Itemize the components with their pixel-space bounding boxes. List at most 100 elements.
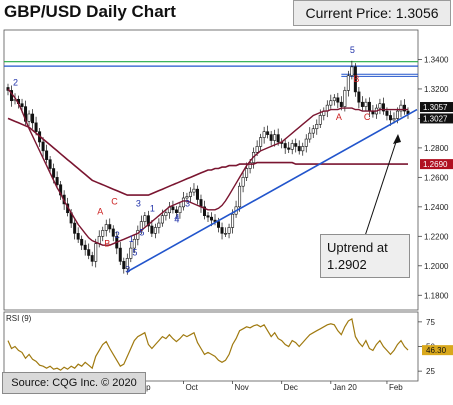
candle-body	[122, 261, 126, 270]
y-tick-label: 1.2800	[424, 144, 449, 153]
candle-body	[150, 225, 154, 234]
moving-average-short	[7, 88, 408, 246]
rsi-title: RSI (9)	[6, 314, 32, 323]
y-tick-label: 1.3200	[424, 85, 449, 94]
candle-body	[350, 66, 354, 76]
candle-body	[192, 188, 196, 193]
x-tick-label: Dec	[284, 383, 298, 392]
candle-body	[311, 128, 315, 134]
y-tick-label: 1.2000	[424, 262, 449, 271]
price-marker-label: 1.3057	[423, 103, 448, 112]
candle-body	[45, 150, 49, 160]
candle-body	[164, 212, 168, 216]
rsi-line	[7, 317, 409, 371]
candle-body	[269, 134, 273, 141]
candle-body	[76, 233, 80, 240]
callout-line-2: 1.2902	[327, 257, 367, 272]
page-title: GBP/USD Daily Chart	[4, 2, 176, 21]
rsi-value-box	[422, 345, 453, 356]
wave-label-blue: 3	[185, 199, 190, 209]
candle-body	[136, 230, 140, 240]
candle-body	[318, 115, 322, 125]
wave-label-red: A	[97, 206, 103, 216]
callout-line-1: Uptrend at	[327, 240, 388, 255]
candle-body	[297, 146, 301, 152]
rsi-tick-label: 75	[426, 318, 435, 327]
candle-body	[31, 113, 35, 124]
price-marker-box	[420, 102, 453, 113]
candle-body	[294, 143, 298, 147]
candle-body	[378, 103, 382, 109]
candle-body	[217, 221, 221, 228]
candle-body	[329, 100, 333, 106]
candle-body	[27, 113, 31, 122]
candle-body	[153, 227, 157, 234]
candle-body	[160, 215, 164, 224]
candle-body	[315, 124, 319, 130]
callout-arrowhead	[393, 134, 401, 144]
candle-body	[210, 216, 214, 221]
candle-body	[171, 206, 175, 211]
candle-body	[206, 215, 210, 218]
candle-body	[80, 238, 84, 246]
rsi-tick-label: 25	[426, 367, 435, 376]
y-tick-label: 1.2400	[424, 203, 449, 212]
candle-body	[255, 146, 259, 153]
candle-body	[90, 255, 94, 262]
uptrend-line	[126, 108, 418, 273]
moving-average-long	[7, 117, 408, 196]
candle-body	[266, 131, 270, 135]
wave-label-red: B	[353, 74, 359, 84]
candle-body	[304, 138, 308, 147]
wave-label-blue: 5	[139, 228, 144, 238]
wave-label-blue: 5	[132, 247, 137, 257]
candle-body	[94, 243, 98, 262]
candle-body	[55, 177, 59, 186]
candle-body	[353, 66, 357, 93]
candle-body	[392, 118, 396, 121]
candle-body	[132, 238, 136, 249]
x-tick-label: Nov	[235, 383, 249, 392]
wave-label-red: B	[104, 239, 110, 249]
price-marker-label: 1.3027	[423, 114, 448, 123]
candle-body	[245, 168, 249, 178]
candle-body	[367, 101, 371, 112]
candle-body	[259, 137, 263, 147]
candle-body	[97, 236, 101, 244]
wave-label-blue: 2	[13, 77, 18, 87]
candle-body	[185, 196, 189, 199]
x-tick-label: Oct	[185, 383, 198, 392]
candle-body	[178, 206, 182, 214]
price-marker-label: 1.2690	[423, 160, 448, 169]
candle-body	[273, 134, 277, 141]
x-tick-label: Feb	[389, 383, 403, 392]
candle-body	[52, 168, 56, 178]
y-tick-label: 1.3400	[424, 55, 449, 64]
candle-body	[346, 75, 350, 91]
candle-body	[332, 97, 336, 102]
wave-label-blue: 2	[115, 230, 120, 240]
candle-body	[87, 249, 91, 256]
uptrend-callout: Uptrend at 1.2902	[320, 234, 410, 278]
candle-body	[402, 104, 406, 112]
candle-body	[308, 132, 312, 140]
candle-body	[360, 101, 364, 107]
candle-body	[238, 185, 242, 208]
current-price-box: Current Price: 1.3056	[293, 0, 451, 26]
candle-body	[101, 230, 105, 237]
candle-body	[227, 227, 231, 234]
callout-arrow	[364, 135, 399, 237]
candle-body	[262, 131, 266, 138]
candle-body	[125, 258, 129, 270]
candle-body	[248, 162, 252, 169]
candle-body	[276, 134, 280, 143]
candle-body	[48, 159, 52, 169]
candle-body	[181, 197, 185, 208]
candle-body	[143, 215, 147, 222]
candle-body	[174, 209, 178, 214]
y-tick-label: 1.2600	[424, 173, 449, 182]
candle-body	[20, 103, 24, 107]
candle-body	[202, 206, 206, 216]
